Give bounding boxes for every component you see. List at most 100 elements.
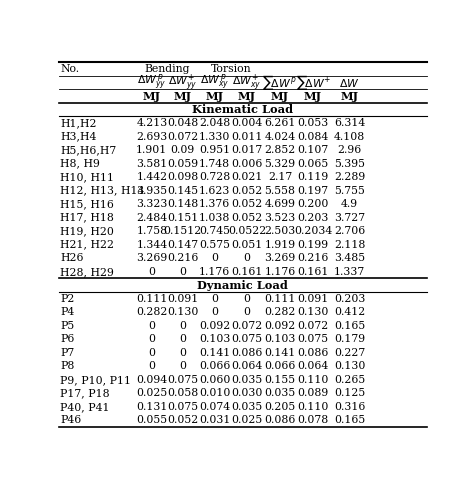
Text: 0.052: 0.052 — [231, 199, 263, 209]
Text: 4.213: 4.213 — [136, 118, 167, 128]
Text: 0.006: 0.006 — [231, 159, 263, 169]
Text: 0.107: 0.107 — [298, 145, 328, 155]
Text: MJ: MJ — [143, 91, 161, 102]
Text: 0.199: 0.199 — [298, 240, 328, 250]
Text: P40, P41: P40, P41 — [60, 402, 110, 412]
Text: 3.727: 3.727 — [334, 213, 365, 223]
Text: 3.485: 3.485 — [334, 253, 365, 263]
Text: H10, H11: H10, H11 — [60, 172, 114, 182]
Text: 0.089: 0.089 — [298, 388, 328, 398]
Text: 0.066: 0.066 — [264, 362, 296, 371]
Text: 0.141: 0.141 — [264, 348, 296, 358]
Text: 0.025: 0.025 — [136, 388, 167, 398]
Text: 2.17: 2.17 — [268, 172, 292, 182]
Text: 2.852: 2.852 — [264, 145, 296, 155]
Text: 0.075: 0.075 — [167, 375, 198, 385]
Text: 1.919: 1.919 — [264, 240, 296, 250]
Text: 0.060: 0.060 — [199, 375, 230, 385]
Text: 0.161: 0.161 — [231, 267, 263, 277]
Text: 1.442: 1.442 — [136, 172, 167, 182]
Text: $\sum\!\Delta W^{\,p}$: $\sum\!\Delta W^{\,p}$ — [263, 73, 298, 92]
Text: 0.197: 0.197 — [298, 186, 328, 196]
Text: 5.329: 5.329 — [264, 159, 296, 169]
Text: 0: 0 — [244, 307, 250, 317]
Text: 4.024: 4.024 — [264, 132, 296, 142]
Text: Torsion: Torsion — [210, 64, 251, 74]
Text: 0: 0 — [148, 362, 155, 371]
Text: 0: 0 — [148, 335, 155, 344]
Text: 4.699: 4.699 — [264, 199, 295, 209]
Text: P6: P6 — [60, 335, 75, 344]
Text: 0.111: 0.111 — [264, 294, 296, 304]
Text: Kinematic Load: Kinematic Load — [192, 104, 293, 115]
Text: 1.330: 1.330 — [199, 132, 230, 142]
Text: 0.119: 0.119 — [298, 172, 328, 182]
Text: 2.503: 2.503 — [264, 226, 296, 236]
Text: 0.151: 0.151 — [167, 213, 198, 223]
Text: MJ: MJ — [304, 91, 322, 102]
Text: 1.376: 1.376 — [199, 199, 230, 209]
Text: 0.091: 0.091 — [298, 294, 328, 304]
Text: 0.131: 0.131 — [136, 402, 167, 412]
Text: 0.227: 0.227 — [334, 348, 365, 358]
Text: 4.108: 4.108 — [334, 132, 365, 142]
Text: 0.103: 0.103 — [199, 335, 230, 344]
Text: 1.176: 1.176 — [199, 267, 230, 277]
Text: 0.064: 0.064 — [231, 362, 263, 371]
Text: 0.058: 0.058 — [167, 388, 198, 398]
Text: 5.558: 5.558 — [264, 186, 295, 196]
Text: 0.165: 0.165 — [334, 415, 365, 426]
Text: 0.145: 0.145 — [167, 186, 198, 196]
Text: 0.745: 0.745 — [199, 226, 230, 236]
Text: 3.935: 3.935 — [136, 186, 167, 196]
Text: 1.623: 1.623 — [199, 186, 230, 196]
Text: P4: P4 — [60, 307, 74, 317]
Text: 1.337: 1.337 — [334, 267, 365, 277]
Text: 0: 0 — [179, 267, 186, 277]
Text: 0.072: 0.072 — [298, 321, 328, 331]
Text: 0: 0 — [211, 253, 218, 263]
Text: $\Delta W^{\,p}_{xy}$: $\Delta W^{\,p}_{xy}$ — [200, 73, 229, 93]
Text: 0.1512: 0.1512 — [164, 226, 202, 236]
Text: MJ: MJ — [340, 91, 358, 102]
Text: MJ: MJ — [206, 91, 224, 102]
Text: $\Delta W^{\!+}_{yy}$: $\Delta W^{\!+}_{yy}$ — [168, 72, 197, 93]
Text: 0.031: 0.031 — [199, 415, 230, 426]
Text: 6.261: 6.261 — [264, 118, 296, 128]
Text: 2.289: 2.289 — [334, 172, 365, 182]
Text: 0: 0 — [179, 335, 186, 344]
Text: 0.951: 0.951 — [199, 145, 230, 155]
Text: H26: H26 — [60, 253, 84, 263]
Text: 0.035: 0.035 — [231, 402, 263, 412]
Text: H21, H22: H21, H22 — [60, 240, 114, 250]
Text: 0.017: 0.017 — [231, 145, 263, 155]
Text: 0.055: 0.055 — [136, 415, 167, 426]
Text: 5.755: 5.755 — [334, 186, 365, 196]
Text: P9, P10, P11: P9, P10, P11 — [60, 375, 131, 385]
Text: 2.118: 2.118 — [334, 240, 365, 250]
Text: 0.265: 0.265 — [334, 375, 365, 385]
Text: 2.484: 2.484 — [136, 213, 167, 223]
Text: 0.141: 0.141 — [199, 348, 230, 358]
Text: 0: 0 — [244, 294, 250, 304]
Text: 2.96: 2.96 — [337, 145, 362, 155]
Text: 0.086: 0.086 — [264, 415, 296, 426]
Text: 0.064: 0.064 — [298, 362, 328, 371]
Text: H1,H2: H1,H2 — [60, 118, 97, 128]
Text: Bending: Bending — [145, 64, 190, 74]
Text: 0.09: 0.09 — [171, 145, 195, 155]
Text: 0.103: 0.103 — [264, 335, 296, 344]
Text: 0.084: 0.084 — [298, 132, 328, 142]
Text: 1.748: 1.748 — [199, 159, 230, 169]
Text: 0.074: 0.074 — [199, 402, 230, 412]
Text: 0.072: 0.072 — [231, 321, 263, 331]
Text: 3.269: 3.269 — [136, 253, 167, 263]
Text: 0.165: 0.165 — [334, 321, 365, 331]
Text: 0.282: 0.282 — [136, 307, 167, 317]
Text: 0.316: 0.316 — [334, 402, 365, 412]
Text: 0.130: 0.130 — [297, 307, 329, 317]
Text: P8: P8 — [60, 362, 75, 371]
Text: 0.066: 0.066 — [199, 362, 230, 371]
Text: 0: 0 — [148, 348, 155, 358]
Text: 0.094: 0.094 — [136, 375, 167, 385]
